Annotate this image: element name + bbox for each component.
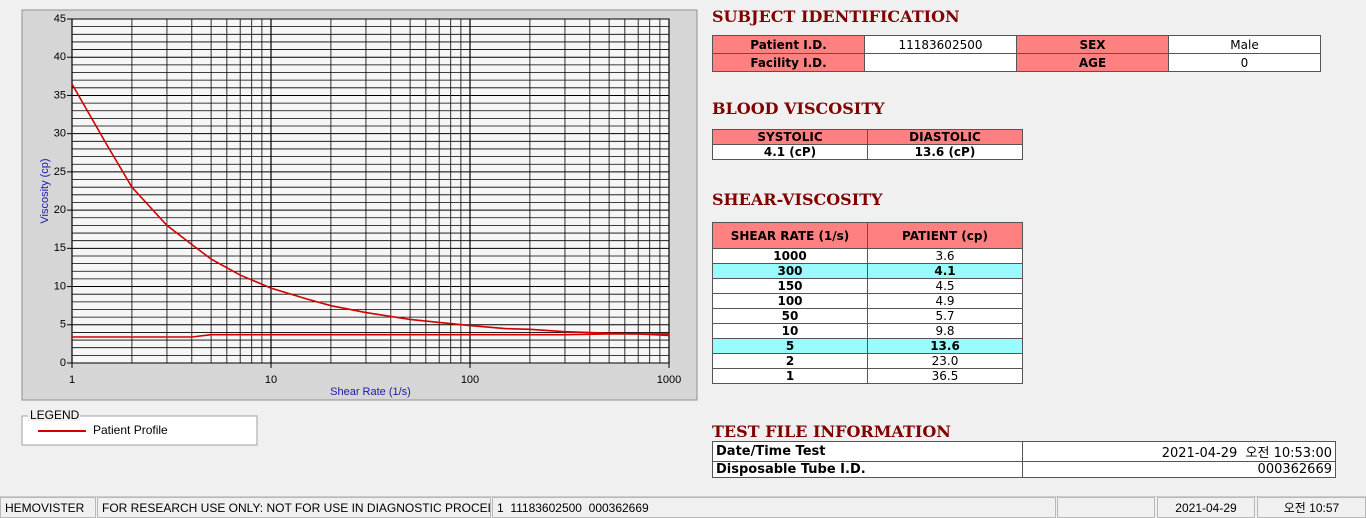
x-axis-label: Shear Rate (1/s) bbox=[330, 386, 411, 398]
status-cell: 오전 10:57 bbox=[1257, 497, 1366, 518]
cell: 300 bbox=[712, 263, 868, 279]
cell: 1 bbox=[712, 368, 868, 384]
chart: LEGEND 0 5 10 15 20 25 30 35 40 45 1 10 100 1000 Shear… bbox=[21, 9, 698, 446]
cell: 10 bbox=[712, 323, 868, 339]
legend-title-bg bbox=[28, 409, 80, 421]
y-tick-label: 0 bbox=[60, 357, 66, 369]
shear-viscosity-table: SHEAR RATE (1/s) PATIENT (cp) 1000 3.6 300 4.… bbox=[712, 222, 1023, 384]
blood-viscosity-table: SYSTOLIC DIASTOLIC 4.1 (cP) 13.6 (cP) bbox=[712, 129, 1023, 160]
row: 300 4.1 bbox=[712, 263, 1023, 279]
cell: 100 bbox=[712, 293, 868, 309]
legend-label: Patient Profile bbox=[93, 423, 168, 437]
cell: 13.6 bbox=[867, 338, 1023, 354]
y-tick-label: 10 bbox=[54, 280, 66, 292]
row: Disposable Tube I.D. 000362669 bbox=[712, 461, 1336, 478]
row: 10 9.8 bbox=[712, 323, 1023, 339]
header-cell: AGE bbox=[1016, 53, 1169, 72]
cell: 11183602500 bbox=[864, 35, 1017, 54]
test-file-table: Date/Time Test 2021-04-29 오전 10:53:00 Disp… bbox=[712, 441, 1336, 478]
cell: Date/Time Test bbox=[712, 441, 1023, 462]
cell: 36.5 bbox=[867, 368, 1023, 384]
cell: 13.6 (cP) bbox=[867, 144, 1023, 160]
cell: 4.9 bbox=[867, 293, 1023, 309]
x-tick-label: 1 bbox=[69, 374, 75, 386]
row: 2 23.0 bbox=[712, 353, 1023, 369]
cell: 3.6 bbox=[867, 248, 1023, 264]
status-bar-bg bbox=[0, 496, 1366, 518]
section-title: TEST FILE INFORMATION bbox=[712, 422, 951, 441]
section-title: SUBJECT IDENTIFICATION bbox=[712, 7, 960, 26]
row: 4.1 (cP) 13.6 (cP) bbox=[712, 144, 1023, 160]
row: SYSTOLIC DIASTOLIC bbox=[712, 129, 1023, 145]
y-tick-label: 30 bbox=[54, 128, 66, 140]
cell: 4.1 bbox=[867, 263, 1023, 279]
cell: 1000 bbox=[712, 248, 868, 264]
header-cell: Patient I.D. bbox=[712, 35, 865, 54]
header-cell: Facility I.D. bbox=[712, 53, 865, 72]
row: 1 36.5 bbox=[712, 368, 1023, 384]
row: 5 13.6 bbox=[712, 338, 1023, 354]
y-tick-label: 15 bbox=[54, 242, 66, 254]
cell: 4.1 (cP) bbox=[712, 144, 868, 160]
y-tick-label: 40 bbox=[54, 51, 66, 63]
row: Facility I.D. AGE 0 bbox=[712, 53, 1321, 72]
status-cell: 1 11183602500 000362669 bbox=[492, 497, 1056, 518]
plot-area bbox=[71, 18, 670, 364]
data-line bbox=[71, 83, 670, 337]
y-tick-label: 35 bbox=[54, 89, 66, 101]
x-tick-label: 1000 bbox=[657, 374, 681, 386]
cell: 2021-04-29 오전 10:53:00 bbox=[1022, 441, 1336, 462]
status-cell: FOR RESEARCH USE ONLY: NOT FOR USE IN DI… bbox=[97, 497, 491, 518]
row: Date/Time Test 2021-04-29 오전 10:53:00 bbox=[712, 441, 1336, 462]
cell: 5 bbox=[712, 338, 868, 354]
x-tick-label: 10 bbox=[265, 374, 277, 386]
subject-table: Patient I.D. 11183602500 SEX Male Facility I… bbox=[712, 35, 1321, 72]
y-tick-label: 25 bbox=[54, 166, 66, 178]
cell: 4.5 bbox=[867, 278, 1023, 294]
header-cell: SHEAR RATE (1/s) bbox=[712, 222, 868, 249]
cell: 23.0 bbox=[867, 353, 1023, 369]
row: 100 4.9 bbox=[712, 293, 1023, 309]
row: 150 4.5 bbox=[712, 278, 1023, 294]
row: SHEAR RATE (1/s) PATIENT (cp) bbox=[712, 222, 1023, 249]
y-tick-label: 5 bbox=[60, 319, 66, 331]
cell: Male bbox=[1168, 35, 1321, 54]
cell: 50 bbox=[712, 308, 868, 324]
header-cell: DIASTOLIC bbox=[867, 129, 1023, 145]
status-cell bbox=[1057, 497, 1155, 518]
header-cell: PATIENT (cp) bbox=[867, 222, 1023, 249]
y-tick-label: 20 bbox=[54, 204, 66, 216]
cell: 9.8 bbox=[867, 323, 1023, 339]
header-cell: SYSTOLIC bbox=[712, 129, 868, 145]
cell: 000362669 bbox=[1022, 461, 1336, 478]
status-cell: HEMOVISTER bbox=[0, 497, 96, 518]
y-axis-label: Viscosity (cp) bbox=[39, 158, 51, 223]
row: Patient I.D. 11183602500 SEX Male bbox=[712, 35, 1321, 54]
cell: 150 bbox=[712, 278, 868, 294]
row: 1000 3.6 bbox=[712, 248, 1023, 264]
cell: 0 bbox=[1168, 53, 1321, 72]
section-title: SHEAR-VISCOSITY bbox=[712, 190, 883, 209]
section-title: BLOOD VISCOSITY bbox=[712, 99, 885, 118]
y-tick-label: 45 bbox=[54, 13, 66, 25]
legend-title: LEGEND bbox=[30, 408, 80, 422]
x-tick-label: 100 bbox=[461, 374, 479, 386]
cell: 5.7 bbox=[867, 308, 1023, 324]
header-cell: SEX bbox=[1016, 35, 1169, 54]
cell bbox=[864, 53, 1017, 72]
cell: Disposable Tube I.D. bbox=[712, 461, 1023, 478]
row: 50 5.7 bbox=[712, 308, 1023, 324]
status-cell: 2021-04-29 bbox=[1157, 497, 1255, 518]
cell: 2 bbox=[712, 353, 868, 369]
data-line bbox=[72, 333, 669, 338]
